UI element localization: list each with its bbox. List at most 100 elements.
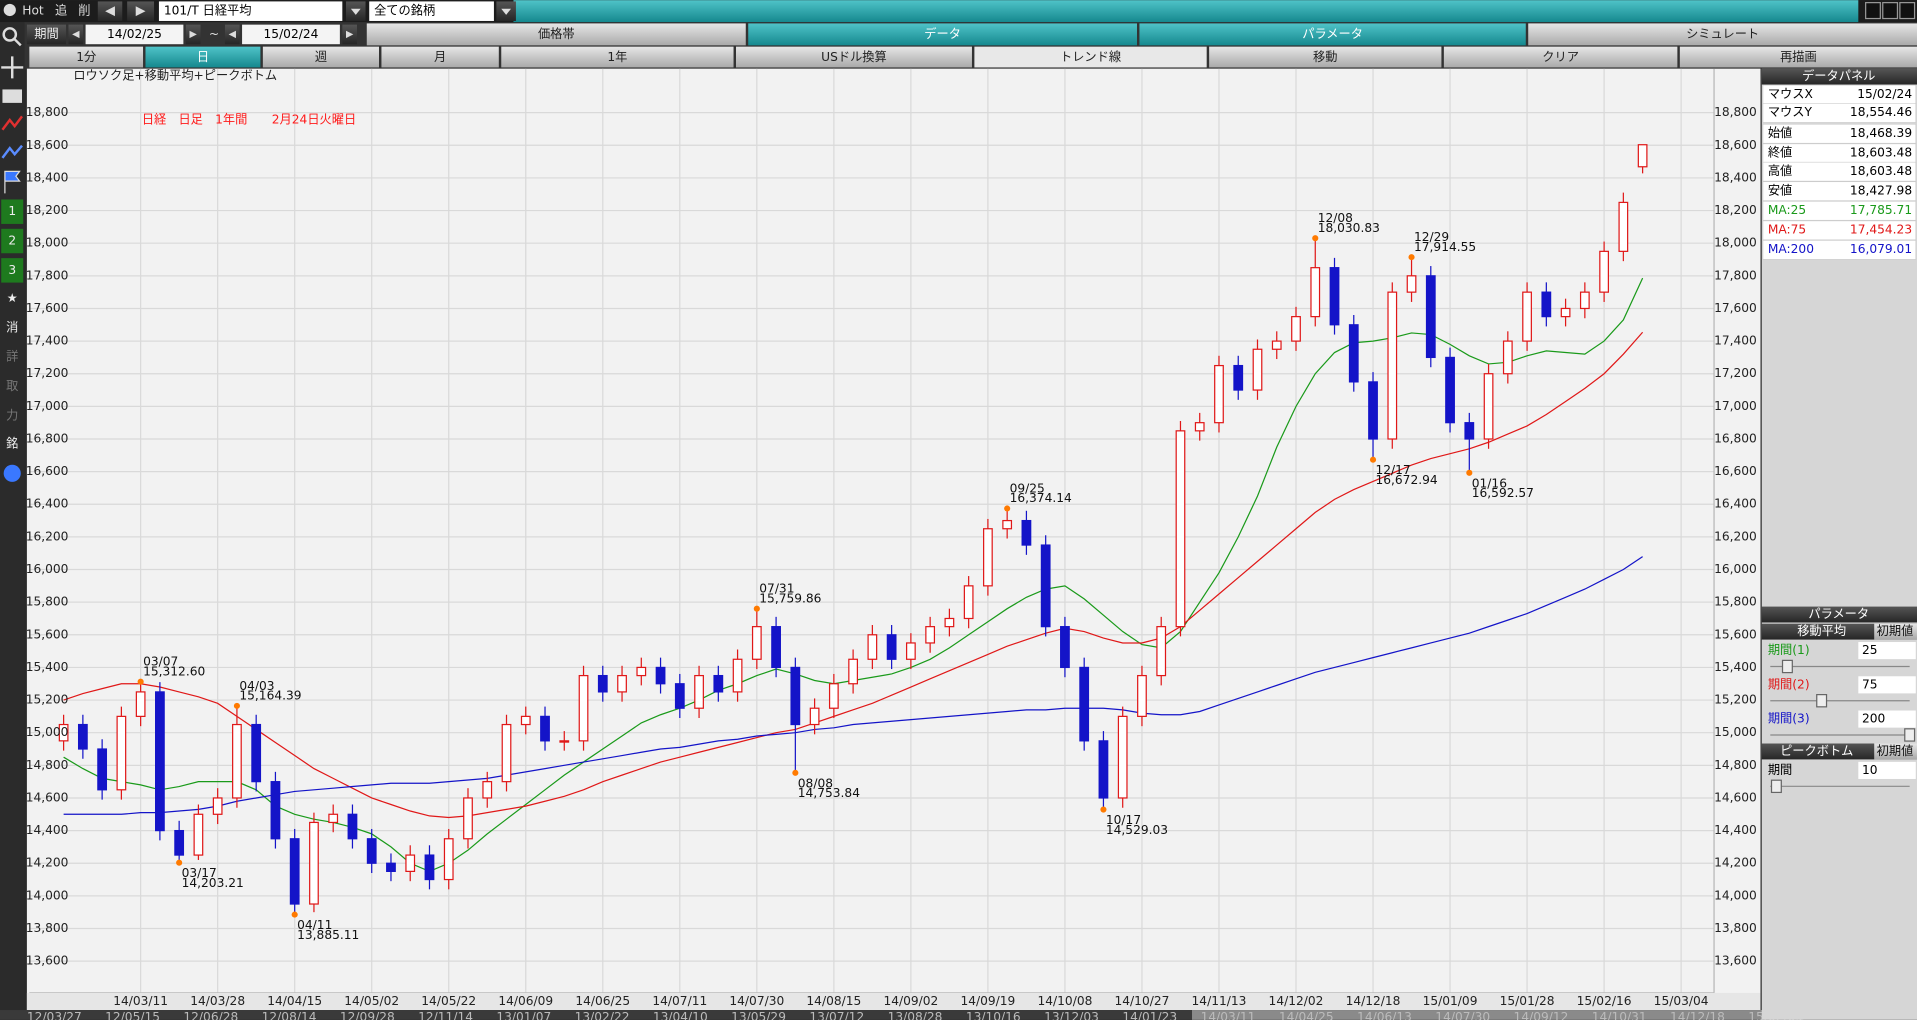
y-tick-label-right: 15,200 — [1714, 693, 1757, 707]
plot — [29, 68, 1715, 994]
ma-icon — [1, 144, 23, 159]
candle-body — [694, 674, 704, 709]
y-tick-label: 14,400 — [26, 823, 69, 837]
scroller-date: 14/01/23 — [1122, 1010, 1177, 1020]
slider-knob[interactable] — [1816, 693, 1828, 708]
window-button[interactable] — [1899, 2, 1916, 20]
tool-icon-label[interactable]: 3 — [8, 263, 16, 277]
toolbar-button[interactable] — [262, 46, 379, 68]
peak-date: 03/17 — [182, 866, 217, 880]
panel-row-label: マウスY — [1768, 105, 1813, 119]
toolbar-button[interactable] — [29, 46, 144, 68]
y-tick-label-right: 15,000 — [1714, 725, 1757, 739]
toolbar-button[interactable] — [1443, 46, 1678, 68]
candle-body — [1637, 144, 1648, 168]
universe-field[interactable] — [369, 1, 494, 21]
tool-icon-label[interactable]: 力 — [6, 408, 18, 422]
scroller-date: 14/06/13 — [1357, 1010, 1412, 1020]
y-tick-label-right: 16,800 — [1714, 431, 1757, 445]
candle-body — [1618, 201, 1629, 252]
reset-button[interactable] — [1874, 743, 1917, 760]
candle-body — [828, 683, 839, 709]
scroller-date: 13/07/12 — [809, 1010, 864, 1020]
toolbar-button[interactable] — [501, 46, 734, 68]
peak-marker — [753, 605, 760, 612]
scroller-date: 14/03/11 — [1201, 1010, 1256, 1020]
from-field[interactable] — [85, 24, 184, 45]
tool-icon-label[interactable]: 銘 — [6, 435, 18, 450]
toolbar-button[interactable] — [1209, 46, 1442, 68]
toolbar-button[interactable] — [381, 46, 499, 68]
ma-legend-label: MA:25 — [1768, 203, 1806, 217]
candle-body — [1445, 356, 1455, 424]
range-tilde: ~ — [209, 27, 219, 41]
peak-marker — [1408, 254, 1415, 261]
param-input[interactable] — [1858, 676, 1916, 694]
peak-date: 10/17 — [1106, 813, 1141, 827]
tool-icon-label[interactable]: 2 — [8, 234, 16, 248]
x-tick-label: 14/09/02 — [883, 994, 938, 1008]
candle-body — [405, 854, 416, 873]
peak-value: 15,312.60 — [143, 664, 205, 678]
tab[interactable] — [366, 23, 746, 46]
candle-body — [636, 666, 647, 677]
delete-button[interactable]: 削 — [78, 4, 90, 18]
panel-row-value: 18,603.48 — [1850, 164, 1912, 178]
window-button[interactable] — [1865, 2, 1881, 20]
tool-number-bg — [1, 199, 24, 224]
tool-icon-label[interactable]: 詳 — [6, 349, 18, 364]
toolbar-button[interactable] — [735, 46, 972, 68]
toolbar-button[interactable] — [974, 46, 1207, 68]
scroller-date: 14/04/25 — [1279, 1010, 1334, 1020]
candle-body — [1271, 340, 1282, 350]
y-tick-label-right: 16,600 — [1714, 464, 1757, 478]
candle-body — [809, 707, 820, 726]
tool-icon-label[interactable]: 1 — [8, 204, 16, 218]
candle-body — [1175, 430, 1186, 628]
next-arrow — [135, 6, 146, 17]
y-tick-label-right: 14,800 — [1714, 758, 1757, 772]
param-input[interactable] — [1858, 642, 1916, 660]
slider-knob[interactable] — [1904, 728, 1916, 742]
tab[interactable] — [748, 23, 1137, 46]
candle-body — [771, 626, 781, 669]
moving-average-line — [63, 556, 1643, 815]
param-input[interactable] — [1858, 710, 1916, 728]
tool-icon-label[interactable]: ★ — [7, 291, 18, 305]
period-label: 期間 — [34, 27, 58, 41]
scroller-thumb[interactable] — [1192, 1010, 1804, 1020]
param-label: 期間(2) — [1768, 677, 1810, 691]
reset-button[interactable] — [1874, 623, 1917, 640]
candle-body — [155, 691, 165, 832]
y-tick-label: 15,400 — [26, 660, 69, 674]
toolbar-button[interactable] — [1679, 46, 1917, 68]
scroller-date: 12/09/28 — [340, 1010, 395, 1020]
x-tick-label: 14/05/02 — [344, 994, 399, 1008]
toolbar-button[interactable] — [145, 46, 261, 68]
tool-icon-label[interactable]: 消 — [6, 320, 18, 334]
x-tick-label: 15/01/28 — [1500, 994, 1555, 1008]
peak-value: 16,592.57 — [1472, 486, 1534, 500]
slider-knob[interactable] — [1781, 659, 1793, 674]
y-tick-label: 16,400 — [26, 497, 69, 511]
follow-button[interactable]: 追 — [55, 3, 67, 18]
y-tick-label-right: 13,800 — [1714, 921, 1757, 935]
param-input[interactable] — [1858, 761, 1916, 779]
tool-icon-label[interactable]: 取 — [6, 379, 18, 393]
slider-knob[interactable] — [1770, 779, 1782, 794]
peak-marker — [1369, 456, 1377, 463]
toolbar-button-label: トレンド線 — [1060, 49, 1121, 64]
candle-body — [1021, 519, 1032, 546]
y-tick-label: 14,800 — [26, 758, 69, 772]
hot-button[interactable]: Hot — [22, 4, 44, 18]
symbol-field[interactable] — [158, 1, 343, 21]
tab[interactable] — [1139, 23, 1526, 46]
to-field[interactable] — [242, 24, 340, 45]
tab[interactable] — [1528, 23, 1917, 46]
candle-body — [1522, 291, 1532, 342]
candle-body — [232, 723, 242, 799]
chart-title: ロウソク足+移動平均+ピークボトム — [73, 68, 277, 82]
peak-date: 12/17 — [1375, 463, 1410, 477]
candle-body — [1040, 544, 1051, 628]
window-button[interactable] — [1882, 2, 1899, 20]
